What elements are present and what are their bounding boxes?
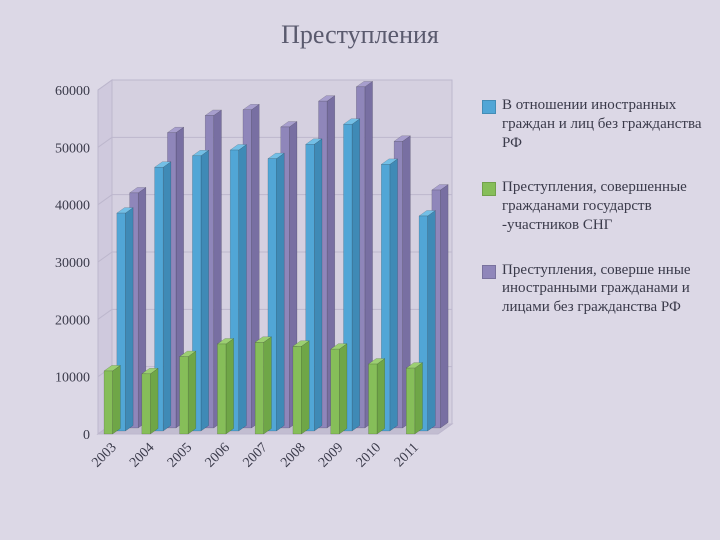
y-axis-label: 40000 <box>55 199 90 214</box>
y-axis-label: 0 <box>83 428 90 443</box>
legend-swatch <box>482 100 496 114</box>
crime-bar-chart: 0 10000 20000 30000 40000 50000 60000 2003 2004 2… <box>40 74 460 494</box>
x-axis-label: 2007 <box>240 440 270 470</box>
legend-label: Преступления, совершенные гражданами гос… <box>502 178 706 234</box>
x-axis-label: 2006 <box>203 440 233 470</box>
x-axis-label: 2009 <box>316 440 346 470</box>
legend-item: Преступления, совершенные гражданами гос… <box>482 178 706 234</box>
x-axis-label: 2005 <box>165 440 195 470</box>
legend-item: В отношении иностранных граждан и лиц бе… <box>482 96 706 152</box>
x-axis-label: 2010 <box>354 440 384 470</box>
x-axis-label: 2004 <box>127 440 157 470</box>
x-axis-label: 2008 <box>278 440 308 470</box>
page-title: Преступления <box>0 20 720 50</box>
y-axis-label: 10000 <box>55 371 90 386</box>
chart-legend: В отношении иностранных граждан и лиц бе… <box>482 96 706 343</box>
legend-label: Преступления, соверше нные иностранными … <box>502 261 706 317</box>
y-axis-label: 30000 <box>55 256 90 271</box>
y-axis-label: 50000 <box>55 141 90 156</box>
x-axis-label: 2011 <box>392 440 422 470</box>
y-axis-label: 60000 <box>55 84 90 99</box>
legend-swatch <box>482 182 496 196</box>
legend-item: Преступления, соверше нные иностранными … <box>482 261 706 317</box>
legend-label: В отношении иностранных граждан и лиц бе… <box>502 96 706 152</box>
x-axis-label: 2003 <box>89 440 119 470</box>
y-axis-label: 20000 <box>55 313 90 328</box>
legend-swatch <box>482 265 496 279</box>
